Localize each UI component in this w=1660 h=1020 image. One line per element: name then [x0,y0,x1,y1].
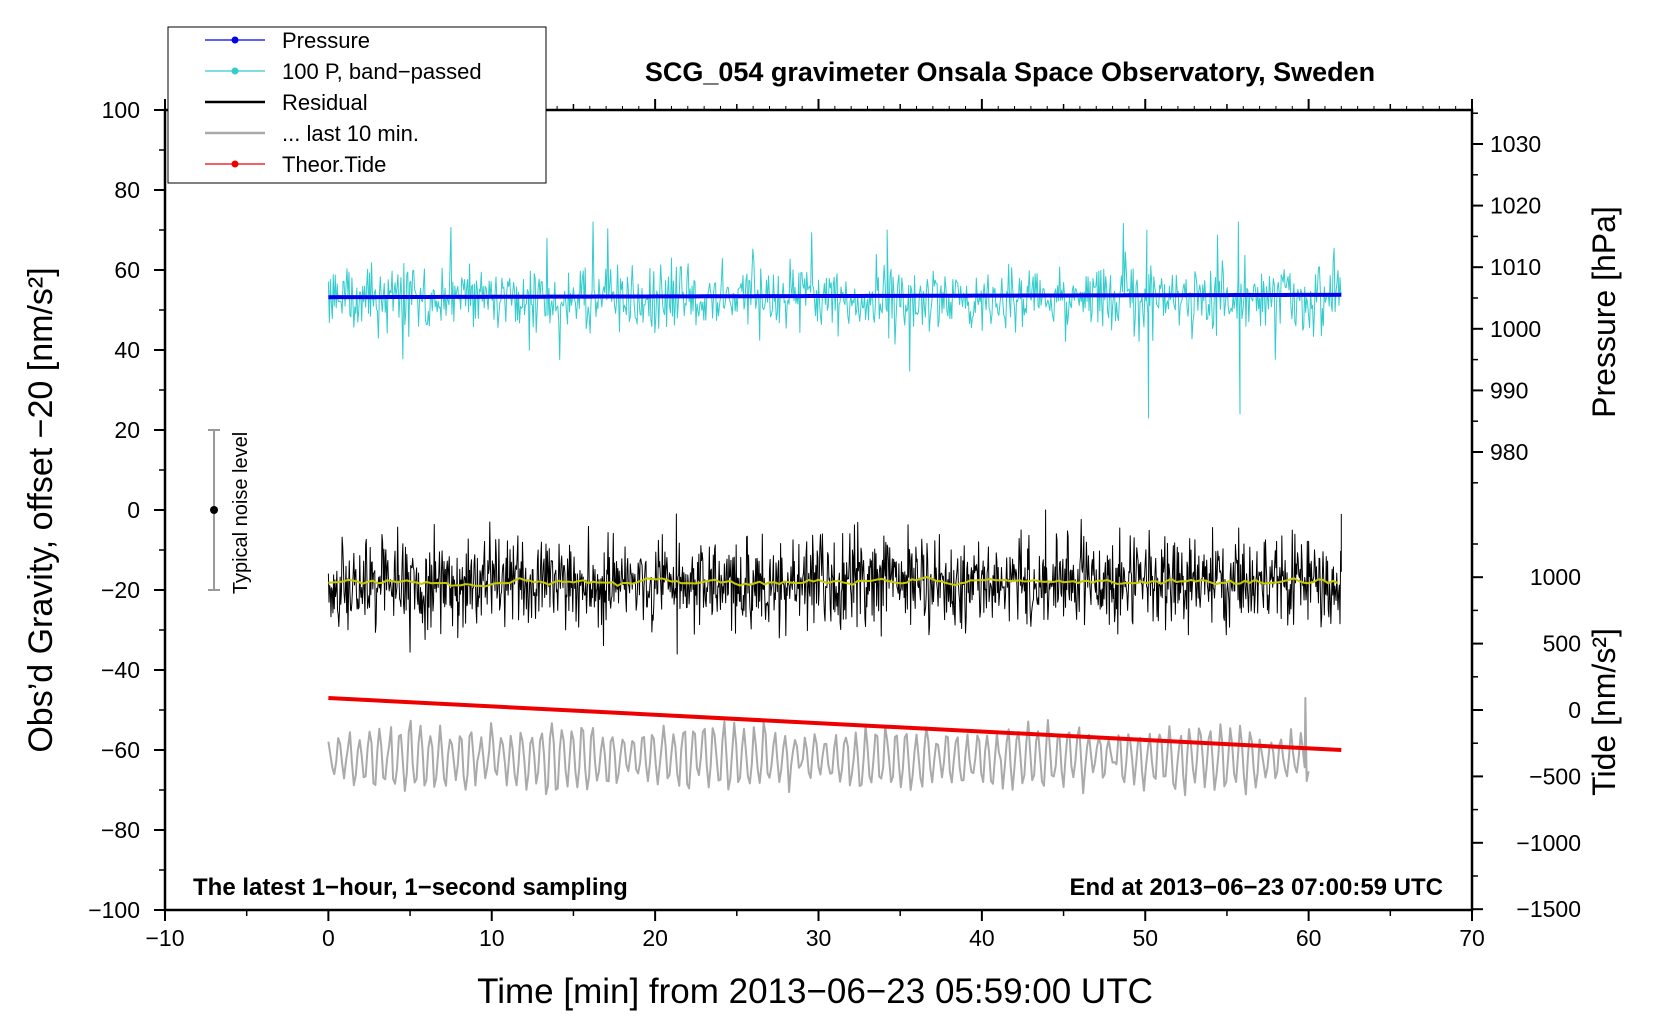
y-tick-label: −100 [88,897,140,923]
pressure-tick-label: 1030 [1490,131,1541,157]
x-tick-label: 40 [969,925,995,951]
plot-frame [163,108,1474,912]
tide-tick-label: −1000 [1516,830,1581,856]
x-tick-label: 10 [479,925,505,951]
y-tick-label: 0 [127,497,140,523]
pressure-tick-label: 1000 [1490,316,1541,342]
y-axis-label-left: Obs’d Gravity, offset −20 [nm/s²] [22,267,60,752]
y-tick-label: −20 [101,577,140,603]
noise-bar-center [210,506,219,514]
series-theor-tide [328,696,1342,752]
pressure-tick-label: 1020 [1490,193,1541,219]
pressure-tick-label: 1010 [1490,254,1541,280]
y-axis-label-tide: Tide [nm/s²] [1586,628,1622,796]
y-tick-label: 20 [114,417,140,443]
y-tick-label: 40 [114,337,140,363]
legend-entry-bandpassed: 100 P, band−passed [205,59,482,84]
series-residual [327,509,1342,655]
x-tick-label: 50 [1132,925,1158,951]
y-axis-label-pressure: Pressure [hPa] [1586,206,1622,418]
x-tick-label: −10 [145,925,184,951]
x-tick-label: 60 [1296,925,1322,951]
annotation-sampling: The latest 1−hour, 1−second sampling [193,874,628,901]
tide-tick-label: 500 [1543,631,1581,657]
legend-label-residual: Residual [282,90,368,115]
legend-entry-last10: ... last 10 min. [205,121,419,146]
axes-layer: −10 0 10 20 30 40 50 60 70100806040200−20−40−60−… [88,97,1581,951]
pressure-tick-label: 990 [1490,377,1528,403]
x-tick-label: 30 [806,925,832,951]
y-tick-label: −60 [101,737,140,763]
y-tick-label: −80 [101,817,140,843]
series-layer [208,221,1342,797]
legend-entry-tide: Theor.Tide [205,152,386,177]
tide-tick-label: −500 [1529,763,1581,789]
legend-label-tide: Theor.Tide [282,152,386,177]
legend-entry-residual: Residual [205,90,368,115]
series-residual-smoothed [328,576,1339,588]
y-tick-label: −40 [101,657,140,683]
x-tick-label: 0 [322,925,335,951]
series-pressure [328,292,1342,300]
legend-label-last10: ... last 10 min. [282,121,419,146]
legend-label-bandpassed: 100 P, band−passed [282,59,482,84]
pressure-tick-label: 980 [1490,439,1528,465]
legend: Pressure 100 P, band−passed Residual ...… [167,26,547,184]
legend-box [167,26,547,184]
tide-tick-label: 1000 [1530,564,1581,590]
x-axis-label: Time [min] from 2013−06−23 05:59:00 UTC [477,972,1153,1011]
y-tick-label: 80 [114,177,140,203]
x-tick-label: 20 [642,925,668,951]
x-tick-label: 70 [1459,925,1485,951]
y-tick-label: 60 [114,257,140,283]
noise-bar-label: Typical noise level [230,432,252,594]
series-last-10-min [327,697,1310,797]
tide-tick-label: −1500 [1516,896,1581,922]
tide-tick-label: 0 [1568,697,1581,723]
legend-label-pressure: Pressure [282,28,370,53]
legend-entry-pressure: Pressure [205,28,370,53]
y-tick-label: 100 [102,97,140,123]
chart-title: SCG_054 gravimeter Onsala Space Observat… [645,57,1375,87]
annotation-end-time: End at 2013−06−23 07:00:59 UTC [1069,874,1443,901]
